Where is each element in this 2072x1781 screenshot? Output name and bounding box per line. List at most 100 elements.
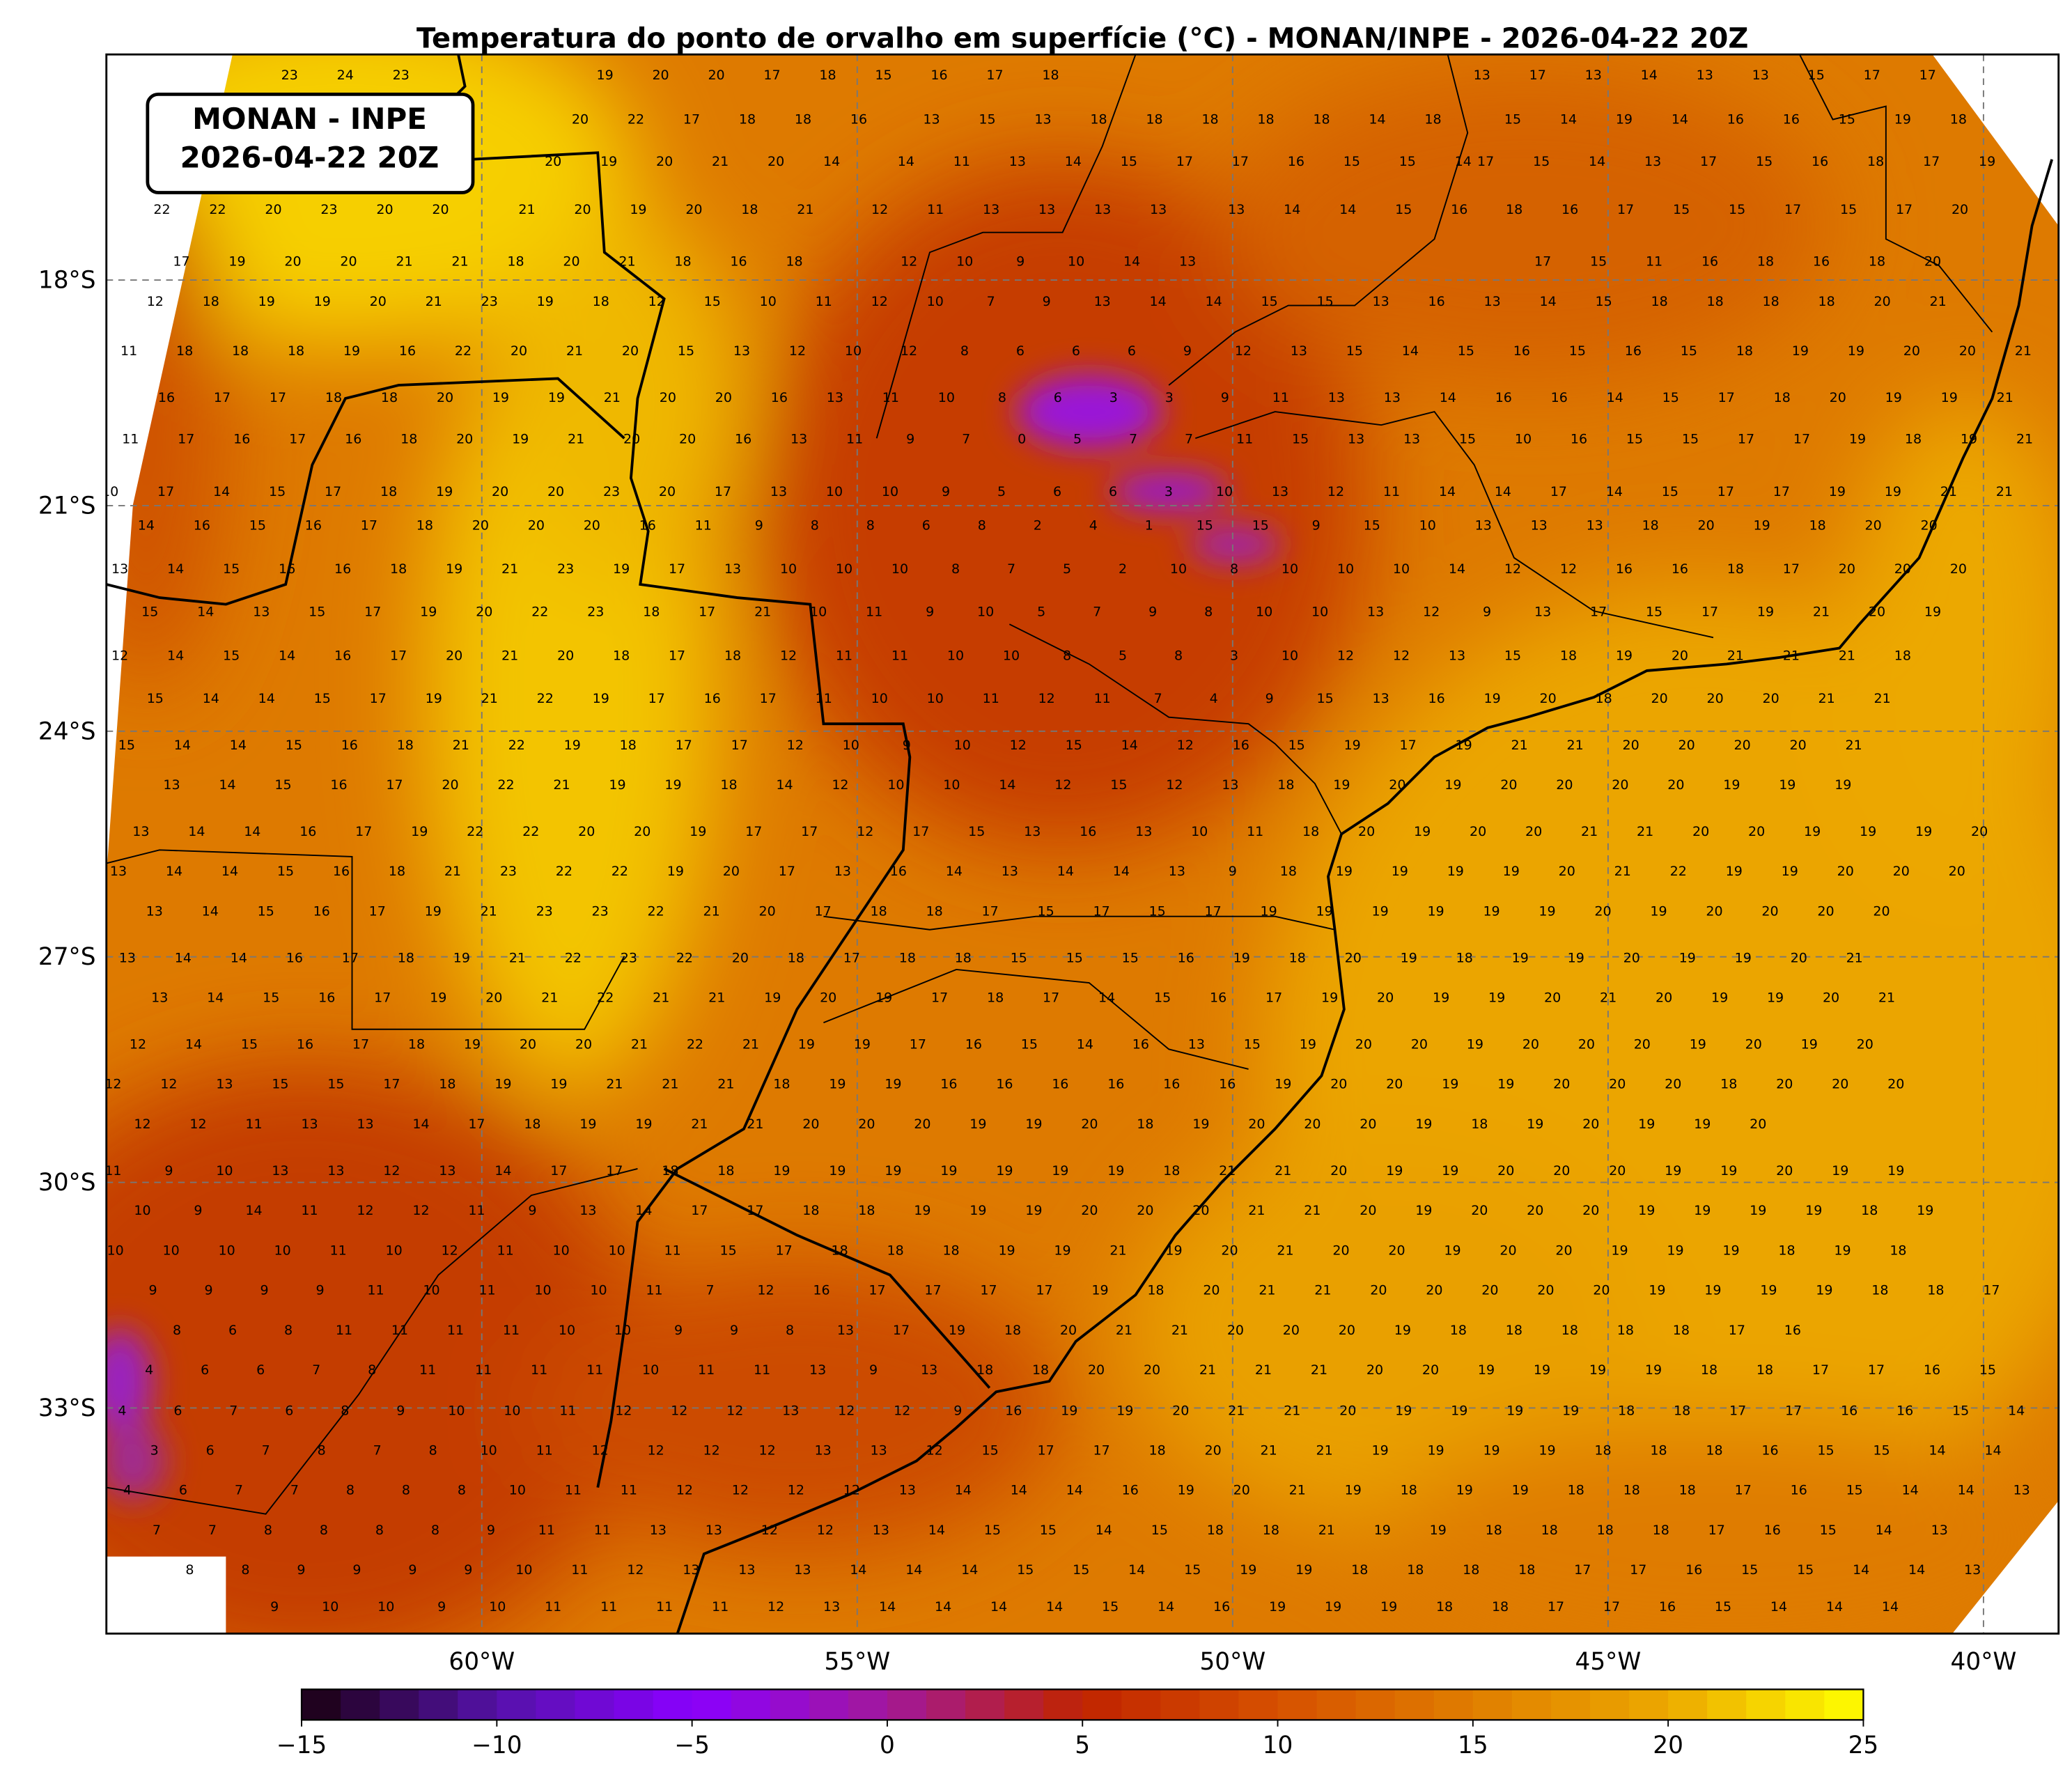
station-value: 19 [1568, 950, 1584, 965]
station-value: 18 [620, 738, 637, 753]
station-value: 20 [1192, 1203, 1209, 1218]
station-value: 12 [871, 294, 888, 309]
station-value: 11 [594, 1523, 611, 1538]
station-value: 8 [978, 518, 986, 534]
station-value: 19 [1116, 1403, 1133, 1418]
station-value: 8 [458, 1483, 466, 1498]
station-value: 16 [1812, 154, 1828, 169]
station-value: 19 [885, 1077, 901, 1092]
station-value: 15 [1504, 112, 1521, 127]
station-value: 11 [503, 1323, 520, 1338]
station-value: 9 [1016, 254, 1025, 270]
station-value: 20 [1360, 1203, 1376, 1218]
station-value: 20 [1283, 1323, 1300, 1338]
station-value: 21 [1228, 1403, 1245, 1418]
station-value: 20 [1762, 691, 1779, 706]
station-value: 18 [1674, 1403, 1690, 1418]
station-value: 17 [1896, 202, 1913, 217]
station-value: 22 [597, 990, 614, 1006]
station-value: 21 [481, 691, 498, 706]
station-value: 16 [1495, 390, 1512, 405]
station-value: 12 [383, 1163, 400, 1179]
station-value: 9 [730, 1323, 738, 1338]
station-value: 17 [669, 561, 685, 577]
station-value: 10 [219, 1243, 235, 1258]
station-value: 14 [1902, 1483, 1919, 1498]
station-value: 11 [559, 1403, 576, 1418]
station-value: 18 [1568, 1483, 1584, 1498]
station-value: 21 [708, 990, 725, 1006]
station-value: 17 [1036, 1283, 1052, 1298]
station-value: 15 [1121, 154, 1137, 169]
station-value: 20 [1500, 777, 1517, 793]
station-value: 21 [1813, 605, 1830, 620]
colorbar-segment [1121, 1689, 1162, 1720]
station-value: 15 [1797, 1562, 1814, 1578]
station-value: 15 [147, 691, 164, 706]
station-value: 22 [612, 864, 628, 879]
station-value: 10 [943, 777, 960, 793]
station-value: 8 [1063, 648, 1071, 663]
station-value: 19 [537, 294, 554, 309]
station-value: 19 [914, 1203, 930, 1218]
station-value: 12 [1038, 691, 1055, 706]
station-value: 18 [1594, 1443, 1611, 1459]
station-value: 20 [1869, 605, 1885, 620]
station-value: 12 [160, 1077, 177, 1092]
station-value: 18 [1736, 343, 1753, 359]
station-value: 16 [1122, 1483, 1139, 1498]
station-value: 22 [497, 777, 514, 793]
station-value: 23 [281, 68, 298, 83]
station-value: 21 [1511, 738, 1528, 753]
station-value: 18 [1679, 1483, 1696, 1498]
station-value: 14 [1098, 990, 1115, 1006]
station-value: 17 [1868, 1362, 1885, 1378]
colorbar-segment [731, 1689, 771, 1720]
station-value: 19 [1650, 903, 1667, 919]
station-value: 16 [730, 254, 747, 270]
station-value: 19 [1275, 1077, 1291, 1092]
station-value: 20 [376, 202, 393, 217]
station-value: 21 [797, 202, 813, 217]
station-value: 20 [1609, 1077, 1626, 1092]
station-value: 18 [1653, 1523, 1669, 1538]
station-value: 15 [1596, 294, 1612, 309]
station-value: 21 [1929, 294, 1946, 309]
station-value: 13 [1002, 864, 1018, 879]
station-value: 14 [188, 824, 205, 839]
station-value: 20 [1172, 1403, 1189, 1418]
station-value: 13 [216, 1077, 233, 1092]
station-value: 12 [768, 1599, 784, 1615]
station-value: 16 [1764, 1523, 1781, 1538]
station-value: 13 [823, 1599, 840, 1615]
station-value: 14 [1066, 1483, 1083, 1498]
station-value: 21 [1727, 648, 1744, 663]
station-value: 19 [1589, 1362, 1606, 1378]
station-value: 20 [1221, 1243, 1238, 1258]
station-value: 16 [1213, 1599, 1230, 1615]
station-value: 19 [1638, 1117, 1655, 1132]
station-value: 18 [398, 950, 414, 965]
station-value: 15 [141, 605, 158, 620]
station-value: 21 [1637, 824, 1653, 839]
station-value: 16 [1233, 738, 1249, 753]
station-value: 17 [364, 605, 381, 620]
station-value: 15 [1151, 1523, 1168, 1538]
station-value: 10 [322, 1599, 338, 1615]
station-value: 20 [1734, 738, 1751, 753]
station-value: 23 [536, 903, 553, 919]
station-value: 10 [1216, 484, 1233, 499]
station-value: 16 [1163, 1077, 1180, 1092]
station-value: 18 [1313, 112, 1330, 127]
station-value: 20 [1903, 343, 1920, 359]
station-value: 13 [1188, 1037, 1205, 1052]
station-value: 12 [1235, 343, 1252, 359]
station-value: 13 [1964, 1562, 1981, 1578]
station-value: 16 [1288, 154, 1304, 169]
station-value: 20 [1332, 1243, 1349, 1258]
station-value: 9 [1043, 294, 1051, 309]
station-value: 18 [203, 294, 219, 309]
station-value: 9 [1229, 864, 1237, 879]
station-value: 10 [826, 484, 843, 499]
station-value: 20 [1330, 1077, 1347, 1092]
